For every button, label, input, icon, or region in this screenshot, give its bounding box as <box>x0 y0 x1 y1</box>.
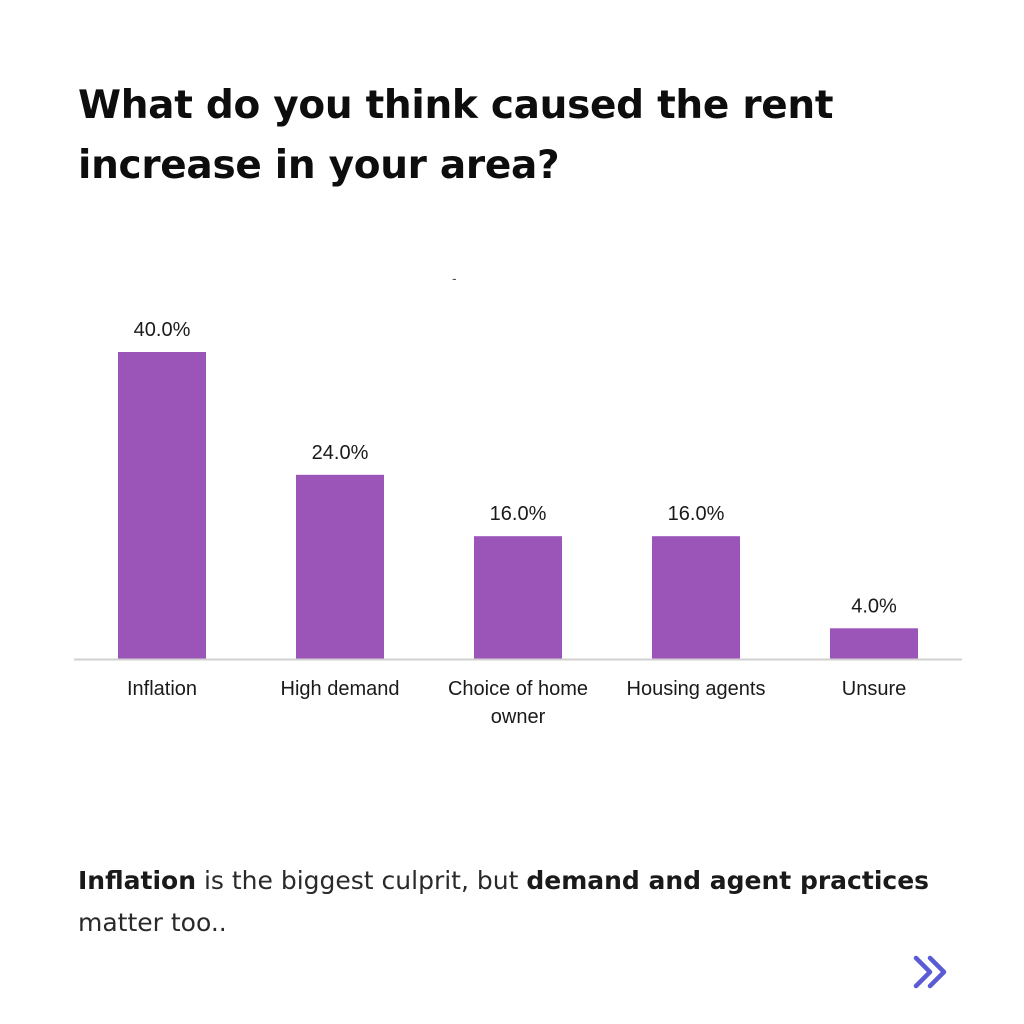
caption-bold-inflation: Inflation <box>78 866 196 895</box>
chart-subtitle: - <box>452 270 457 286</box>
caption-text-end: matter too.. <box>78 908 227 937</box>
x-tick-label-0: Inflation <box>127 678 197 700</box>
data-label-2: 16.0% <box>490 503 547 525</box>
next-button[interactable] <box>906 950 954 994</box>
x-tick-label-3: Housing agents <box>627 678 766 700</box>
bar-1 <box>296 474 384 659</box>
bar-3 <box>652 536 740 659</box>
data-label-4: 4.0% <box>851 595 897 617</box>
data-label-0: 40.0% <box>134 319 191 341</box>
x-tick-label-2-line-1: owner <box>491 706 546 728</box>
bar-0 <box>118 352 206 659</box>
page-title: What do you think caused the rent increa… <box>78 83 834 188</box>
data-label-1: 24.0% <box>312 442 369 464</box>
caption-text: Inflation is the biggest culprit, but de… <box>78 860 958 944</box>
x-tick-label-4: Unsure <box>842 678 906 700</box>
data-label-3: 16.0% <box>668 503 725 525</box>
x-tick-label-2-line-0: Choice of home <box>448 678 588 700</box>
double-chevron-right-icon <box>913 955 947 989</box>
caption-bold-demand: demand and agent practices <box>526 866 930 895</box>
bar-4 <box>830 628 918 659</box>
caption-text-middle: is the biggest culprit, but <box>196 866 527 895</box>
bar-2 <box>474 536 562 659</box>
x-tick-label-1: High demand <box>281 678 400 700</box>
